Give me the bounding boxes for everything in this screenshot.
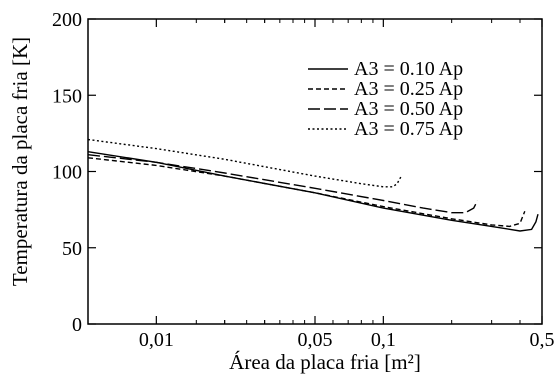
x-tick-label: 0,1 [371, 329, 396, 351]
legend-label-1: A3 = 0.10 Ap [354, 58, 463, 80]
y-tick-label: 0 [72, 314, 82, 336]
series-line-2 [87, 157, 526, 228]
series-line-4 [87, 138, 402, 188]
plot-frame [87, 18, 543, 325]
legend-label-2: A3 = 0.25 Ap [354, 78, 463, 100]
y-tick-label: 50 [62, 238, 82, 260]
x-tick-label: 0,01 [139, 329, 174, 351]
x-axis-label: Área da placa fria [m²] [229, 350, 421, 374]
y-tick-label: 100 [52, 162, 82, 184]
x-tick-label: 0,5 [530, 329, 555, 351]
axis-ticks: 0,01 0,05 0,1 0,5 0 50 100 150 200 [52, 9, 555, 351]
series-line-3 [87, 154, 479, 214]
y-tick-label: 200 [52, 9, 82, 31]
legend-label-4: A3 = 0.75 Ap [354, 118, 463, 140]
y-axis-label: Temperatura da placa fria [K] [8, 37, 32, 286]
x-tick-label: 0,05 [298, 329, 333, 351]
series-line-1 [87, 151, 539, 232]
y-tick-label: 150 [52, 85, 82, 107]
plot-lines [87, 138, 539, 232]
legend-label-3: A3 = 0.50 Ap [354, 98, 463, 120]
